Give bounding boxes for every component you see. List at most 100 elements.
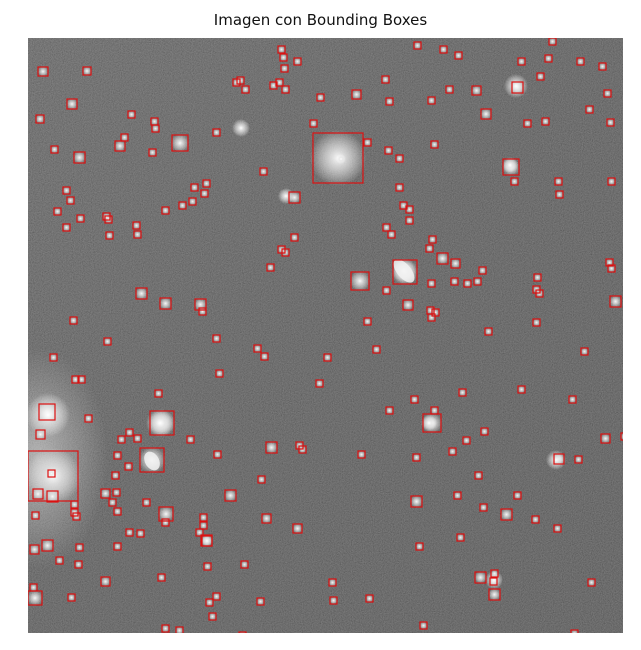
bounding-box bbox=[606, 118, 615, 127]
bounding-box bbox=[158, 506, 174, 522]
bounding-box bbox=[436, 252, 449, 265]
bounding-box bbox=[205, 598, 214, 607]
bounding-box bbox=[415, 542, 424, 551]
bounding-box bbox=[32, 488, 44, 500]
bounding-box bbox=[456, 533, 465, 542]
star bbox=[415, 542, 424, 551]
bounding-box bbox=[392, 259, 418, 285]
bounding-box bbox=[511, 81, 524, 94]
star bbox=[161, 206, 170, 215]
star bbox=[260, 352, 269, 361]
star bbox=[186, 435, 195, 444]
star bbox=[544, 54, 553, 63]
star bbox=[541, 117, 550, 126]
bounding-box bbox=[474, 571, 487, 584]
star bbox=[488, 588, 501, 601]
star bbox=[113, 451, 122, 460]
bounding-box bbox=[605, 258, 614, 267]
bounding-box bbox=[139, 447, 165, 473]
bounding-box bbox=[298, 445, 307, 454]
bounding-box bbox=[587, 578, 596, 587]
bounding-box bbox=[425, 244, 434, 253]
bounding-box bbox=[413, 41, 422, 50]
bounding-box bbox=[253, 344, 262, 353]
star bbox=[35, 114, 45, 124]
bounding-box bbox=[453, 491, 462, 500]
bounding-box bbox=[454, 51, 463, 60]
star bbox=[363, 138, 372, 147]
bounding-box bbox=[385, 406, 394, 415]
star bbox=[266, 263, 275, 272]
bounding-box bbox=[112, 488, 121, 497]
bounding-box bbox=[405, 205, 414, 214]
star bbox=[517, 385, 526, 394]
bounding-box bbox=[288, 191, 301, 204]
star bbox=[224, 489, 237, 502]
bounding-box bbox=[212, 128, 221, 137]
star bbox=[178, 201, 187, 210]
bounding-box bbox=[533, 273, 542, 282]
bounding-box bbox=[293, 57, 302, 66]
bounding-box bbox=[523, 119, 532, 128]
bounding-box bbox=[555, 190, 564, 199]
bounding-box bbox=[125, 528, 134, 537]
star bbox=[365, 594, 374, 603]
star bbox=[114, 140, 126, 152]
bounding-box bbox=[290, 233, 299, 242]
bounding-box bbox=[281, 248, 290, 257]
bounding-box bbox=[427, 96, 436, 105]
bounding-box bbox=[382, 223, 391, 232]
bounding-box bbox=[161, 624, 170, 633]
bounding-box bbox=[178, 201, 187, 210]
bounding-box bbox=[46, 490, 59, 503]
bounding-box bbox=[427, 279, 436, 288]
star bbox=[513, 491, 522, 500]
bounding-box bbox=[600, 433, 611, 444]
star bbox=[329, 596, 338, 605]
bounding-box bbox=[323, 353, 332, 362]
star bbox=[381, 75, 390, 84]
star bbox=[405, 216, 414, 225]
bounding-box bbox=[133, 230, 142, 239]
bounding-box bbox=[570, 629, 579, 633]
bounding-box bbox=[50, 145, 59, 154]
bounding-box bbox=[62, 186, 71, 195]
bounding-box bbox=[281, 85, 290, 94]
bounding-box bbox=[136, 529, 145, 538]
bounding-box bbox=[261, 513, 272, 524]
star bbox=[387, 230, 396, 239]
bounding-box bbox=[541, 117, 550, 126]
star bbox=[29, 544, 40, 555]
bounding-box bbox=[458, 388, 467, 397]
bounding-box bbox=[114, 140, 126, 152]
star bbox=[454, 51, 463, 60]
star bbox=[485, 571, 503, 589]
star bbox=[574, 455, 583, 464]
star bbox=[124, 462, 133, 471]
star bbox=[265, 441, 278, 454]
star bbox=[84, 414, 93, 423]
star bbox=[203, 562, 212, 571]
bounding-box bbox=[463, 279, 472, 288]
star bbox=[100, 576, 111, 587]
star bbox=[504, 74, 528, 98]
bounding-box bbox=[387, 230, 396, 239]
bounding-box bbox=[240, 560, 249, 569]
bounding-box bbox=[113, 542, 122, 551]
star bbox=[62, 186, 71, 195]
bounding-box bbox=[159, 297, 172, 310]
star bbox=[372, 345, 381, 354]
bounding-box bbox=[55, 556, 64, 565]
bounding-box bbox=[202, 179, 211, 188]
star bbox=[127, 110, 136, 119]
star bbox=[159, 297, 172, 310]
bounding-box bbox=[580, 347, 589, 356]
bounding-box bbox=[188, 197, 197, 206]
bounding-box bbox=[385, 97, 394, 106]
star bbox=[62, 223, 71, 232]
star bbox=[205, 598, 214, 607]
star bbox=[382, 286, 391, 295]
bounding-box bbox=[395, 183, 404, 192]
star bbox=[395, 154, 404, 163]
bounding-box bbox=[62, 223, 71, 232]
